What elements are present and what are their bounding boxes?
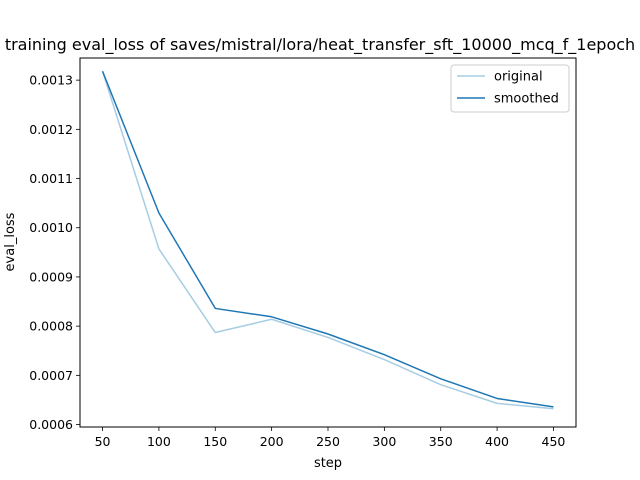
chart-title: training eval_loss of saves/mistral/lora… (5, 35, 635, 55)
legend: original smoothed (450, 64, 570, 113)
x-tick-label: 50 (95, 434, 111, 449)
y-tick-label: 0.0011 (29, 171, 73, 186)
y-tick-label: 0.0012 (29, 122, 73, 137)
y-tick-label: 0.0007 (29, 368, 73, 383)
x-tick-label: 250 (316, 434, 340, 449)
y-axis: 0.0006 0.0007 0.0008 0.0009 0.0010 0.0011 0.00… (29, 73, 80, 432)
x-tick-label: 400 (485, 434, 509, 449)
x-axis: 50 100 150 200 250 300 350 400 450 (95, 427, 566, 449)
y-tick-label: 0.0010 (29, 220, 73, 235)
x-tick-label: 200 (260, 434, 284, 449)
plot-area (80, 58, 576, 427)
y-tick-label: 0.0006 (29, 417, 73, 432)
legend-label-smoothed: smoothed (494, 92, 559, 107)
y-tick-label: 0.0009 (29, 269, 73, 284)
y-axis-label: eval_loss (3, 212, 18, 271)
series-layer (101, 71, 554, 410)
legend-label-original: original (494, 70, 543, 85)
x-tick-label: 150 (203, 434, 227, 449)
x-axis-label: step (314, 456, 342, 471)
y-tick-label: 0.0008 (29, 319, 73, 334)
series-line-original (101, 71, 554, 410)
x-tick-label: 100 (147, 434, 171, 449)
series-line-smoothed (101, 71, 554, 408)
x-tick-label: 300 (372, 434, 396, 449)
y-tick-label: 0.0013 (29, 73, 73, 88)
x-tick-label: 450 (542, 434, 566, 449)
x-tick-label: 350 (429, 434, 453, 449)
